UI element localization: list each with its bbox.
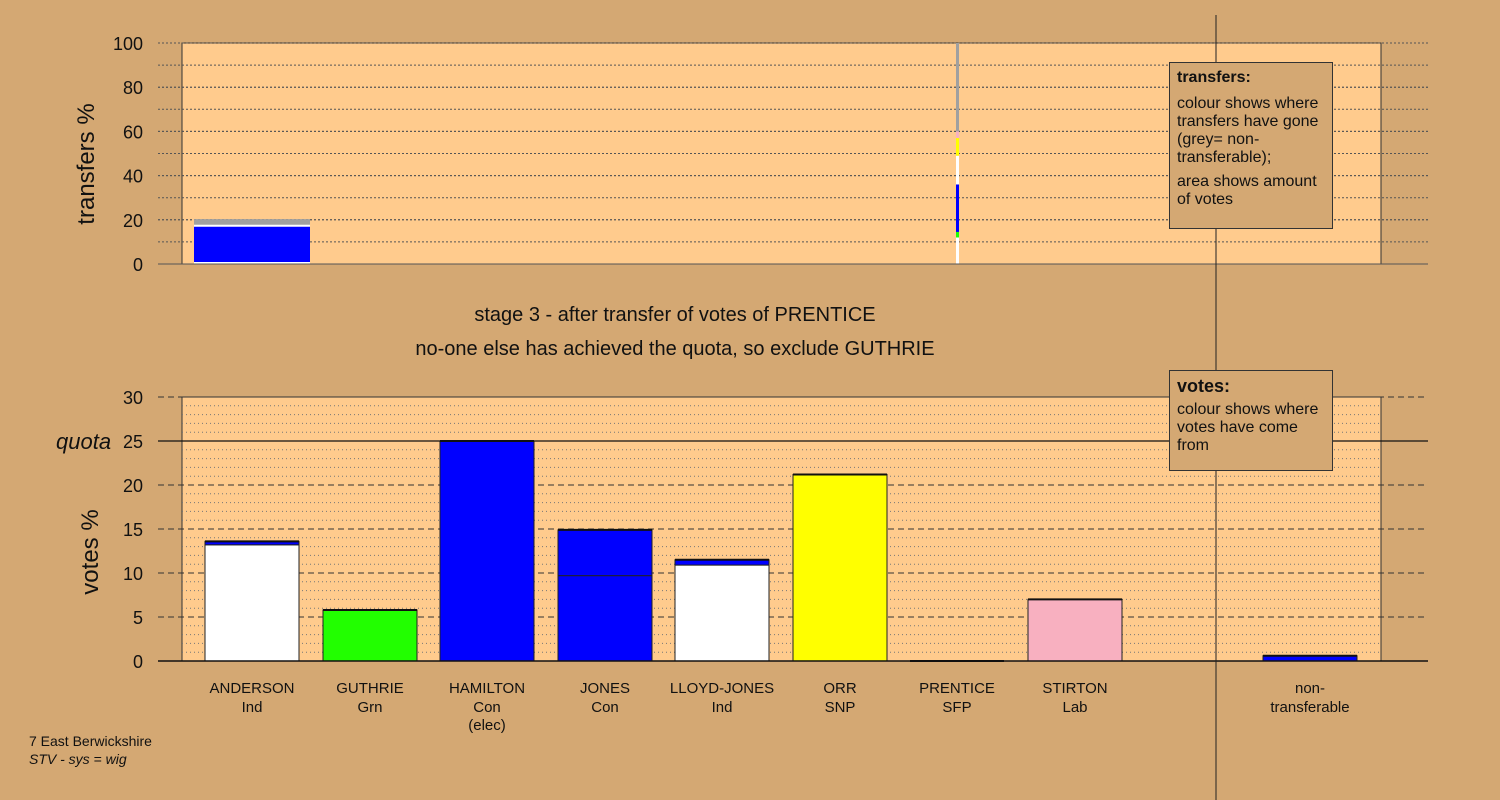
votes-legend-text: colour shows where votes have come from [1177,401,1319,454]
votes-tick-label: 5 [133,608,143,628]
candidate-note-label: (elec) [468,717,506,734]
candidate-name-label: LLOYD-JONES [670,680,774,697]
candidate-party-label: Lab [1062,699,1087,716]
transfer-bar-segment [194,225,310,264]
transfers-legend-area-text: area shows amount of votes [1177,173,1317,208]
nontransferable-label: non- [1295,680,1325,697]
candidate-party-label: Ind [242,699,263,716]
candidate-name-label: HAMILTON [449,680,525,697]
transfers-legend-text: colour shows where transfers have gone (… [1177,95,1319,166]
transfer-source-segment [956,237,959,264]
candidate-name-label: ANDERSON [209,680,294,697]
transfers-tick-label: 60 [123,122,143,142]
transfer-source-segment [956,155,959,185]
transfers-legend-title: transfers: [1177,69,1251,86]
candidate-party-label: SFP [942,699,971,716]
votes-tick-label: 25 [123,432,143,452]
transfer-source-segment [956,138,959,156]
votes-tick-label: 20 [123,476,143,496]
candidate-party-label: SNP [825,699,856,716]
transfers-tick-label: 100 [113,34,143,54]
votes-tick-label: 15 [123,520,143,540]
vote-bar-segment [674,564,770,662]
footer-system: STV - sys = wig [29,751,127,767]
votes-tick-label: 0 [133,652,143,672]
candidate-name-label: STIRTON [1042,680,1107,697]
transfers-tick-label: 80 [123,78,143,98]
candidate-name-label: ORR [823,680,857,697]
transfers-tick-label: 20 [123,211,143,231]
candidate-party-label: Con [591,699,619,716]
transfer-bar-segment [194,219,310,226]
transfer-source-segment [956,231,959,238]
votes-legend: votes: colour shows where votes have com… [1169,370,1333,471]
vote-bar-segment [557,529,653,577]
votes-axis-label: votes % [77,509,104,594]
vote-bar-segment [322,609,418,662]
vote-bar-segment [204,544,300,662]
transfer-source-segment [956,43,959,132]
transfer-source-segment [956,131,959,139]
candidate-party-label: Ind [712,699,733,716]
transfer-source-segment [956,184,959,232]
footer-constituency: 7 East Berwickshire [29,733,152,749]
transfers-legend: transfers: colour shows where transfers … [1169,62,1333,229]
votes-legend-title: votes: [1177,376,1231,396]
candidate-party-label: Con [473,699,501,716]
vote-bar-segment [557,575,653,662]
candidate-name-label: PRENTICE [919,680,995,697]
stage-heading: stage 3 - after transfer of votes of PRE… [474,304,876,326]
votes-tick-label: 10 [123,564,143,584]
vote-bar-segment [1027,598,1123,662]
stage-note: no-one else has achieved the quota, so e… [415,338,935,360]
candidate-party-label: Grn [357,699,382,716]
transfers-axis-label: transfers % [73,103,100,224]
candidate-name-label: GUTHRIE [336,680,404,697]
nontransferable-label: transferable [1270,699,1349,716]
vote-bar-segment [792,473,888,662]
votes-tick-label: 30 [123,388,143,408]
quota-label: quota [56,429,111,454]
candidate-name-label: JONES [580,680,630,697]
vote-bar-segment [439,440,535,662]
transfers-tick-label: 40 [123,167,143,187]
transfers-tick-label: 0 [133,255,143,275]
